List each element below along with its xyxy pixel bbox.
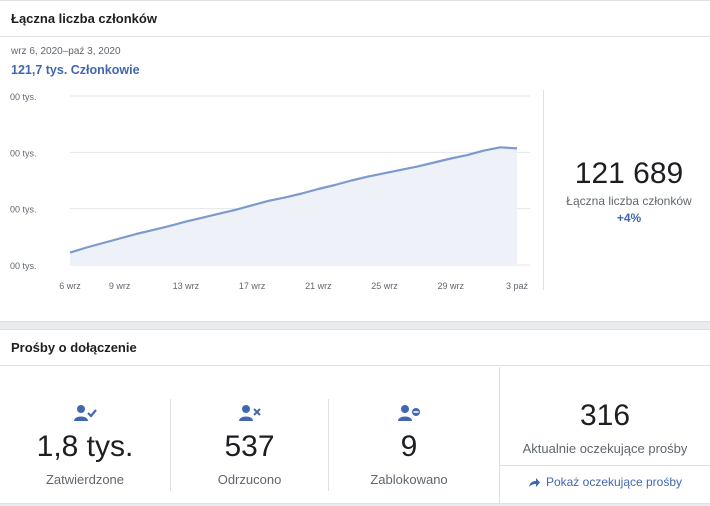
y-tick-label: 00 tys.	[10, 261, 37, 271]
rejected-label: Odrzucono	[217, 472, 282, 487]
share-arrow-icon	[528, 477, 540, 487]
pending-requests-box: 316 Aktualnie oczekujące prośby Pokaż oc…	[499, 367, 710, 504]
approved-label: Zatwierdzone	[45, 472, 125, 487]
x-tick-label: 17 wrz	[239, 281, 266, 291]
pending-label: Aktualnie oczekujące prośby	[522, 441, 688, 456]
x-tick-label: 6 wrz	[59, 281, 81, 291]
x-tick-label: 25 wrz	[371, 281, 398, 291]
x-tick-label: 3 paź	[506, 281, 529, 291]
blocked-label: Zablokowano	[370, 472, 448, 487]
members-card-title: Łączna liczba członków	[0, 1, 710, 37]
stat-divider	[328, 399, 329, 491]
total-members-change: +4%	[616, 211, 642, 225]
members-card: Łączna liczba członków	[0, 0, 710, 322]
date-range: wrz 6, 2020–paź 3, 2020	[11, 46, 121, 57]
pending-value: 316	[579, 399, 631, 432]
total-members-value: 121 689	[574, 157, 684, 190]
user-check-icon	[0, 404, 170, 422]
user-x-icon	[171, 404, 328, 422]
pending-separator	[500, 465, 710, 466]
members-metric: 121,7 tys. Członkowie	[11, 63, 140, 77]
rejected-value: 537	[224, 430, 275, 463]
x-tick-label: 21 wrz	[305, 281, 332, 291]
blocked-stat: 9 Zablokowano	[329, 368, 489, 502]
approved-stat: 1,8 tys. Zatwierdzone	[0, 368, 170, 502]
show-pending-requests-link[interactable]: Pokaż oczekujące prośby	[500, 475, 710, 489]
approved-value: 1,8 tys.	[36, 430, 134, 463]
requests-card-title: Prośby o dołączenie	[0, 330, 710, 366]
user-blocked-icon	[329, 404, 489, 422]
y-tick-label: 00 tys.	[10, 205, 37, 215]
x-tick-label: 29 wrz	[438, 281, 465, 291]
members-series-line	[69, 146, 518, 254]
blocked-value: 9	[400, 430, 418, 463]
stat-divider	[170, 399, 171, 491]
members-chart: 00 tys. 00 tys. 00 tys. 00 tys. 6 wrz 9 wrz 13…	[10, 92, 530, 291]
x-tick-label: 13 wrz	[173, 281, 200, 291]
chart-divider	[543, 90, 544, 290]
chart-area-fill	[70, 147, 517, 265]
requests-card: Prośby o dołączenie	[0, 329, 710, 504]
x-tick-label: 9 wrz	[109, 281, 131, 291]
y-tick-label: 00 tys.	[10, 92, 37, 102]
y-tick-label: 00 tys.	[10, 148, 37, 158]
show-pending-requests-label: Pokaż oczekujące prośby	[545, 475, 683, 489]
total-members-label: Łączna liczba członków	[566, 194, 692, 208]
rejected-stat: 537 Odrzucono	[171, 368, 328, 502]
